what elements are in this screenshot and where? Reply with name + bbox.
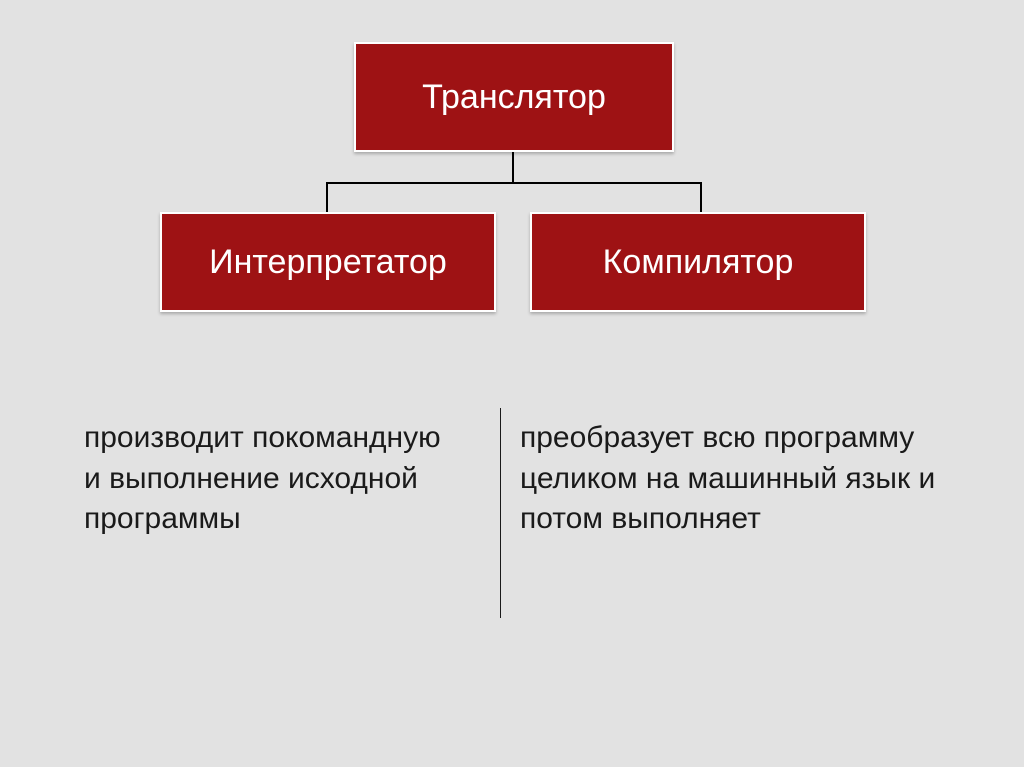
connector-segment — [512, 152, 514, 182]
child-node-interpreter: Интерпретатор — [160, 212, 496, 312]
child-node-interpreter-label: Интерпретатор — [209, 243, 447, 282]
child-node-compiler-label: Компилятор — [603, 243, 794, 282]
connector-segment — [326, 182, 328, 212]
description-divider — [500, 408, 501, 618]
compiler-description: преобразует всю программу целиком на маш… — [520, 418, 950, 540]
interpreter-description: производит покомандную и выполнение исхо… — [84, 418, 464, 540]
connector-segment — [700, 182, 702, 212]
root-node-label: Транслятор — [422, 78, 606, 117]
root-node: Транслятор — [354, 42, 674, 152]
child-node-compiler: Компилятор — [530, 212, 866, 312]
connector-segment — [326, 182, 702, 184]
